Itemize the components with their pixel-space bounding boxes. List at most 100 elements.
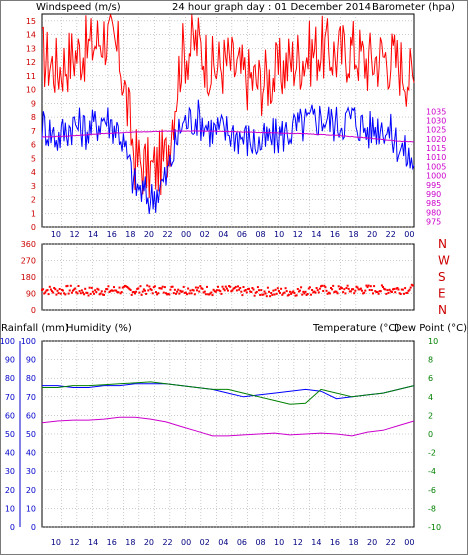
direction-point	[315, 287, 318, 289]
direction-point	[146, 284, 149, 287]
temp-y-tick-label-rain: 70	[5, 393, 15, 402]
direction-point	[161, 285, 164, 288]
direction-point	[268, 290, 270, 293]
direction-point	[105, 288, 108, 290]
direction-point	[253, 294, 256, 297]
direction-point	[173, 288, 176, 291]
direction-point	[357, 288, 360, 291]
direction-point	[42, 288, 45, 291]
direction-point	[407, 289, 410, 292]
direction-point	[46, 289, 49, 292]
direction-point	[153, 285, 156, 288]
direction-point	[222, 287, 225, 290]
direction-point	[356, 286, 359, 289]
direction-point	[156, 293, 159, 296]
direction-point	[91, 290, 94, 293]
direction-point	[157, 292, 160, 295]
direction-point	[141, 290, 144, 293]
direction-point	[283, 291, 286, 294]
direction-point	[284, 287, 287, 290]
direction-point	[119, 292, 122, 295]
direction-point	[160, 287, 163, 290]
direction-point	[68, 289, 71, 292]
direction-point	[190, 292, 193, 295]
direction-point	[310, 293, 312, 296]
direction-point	[408, 288, 411, 291]
direction-point	[392, 288, 394, 291]
baro-y-tick-label: 1005	[426, 162, 446, 171]
wind-x-tick-label: 10	[274, 230, 284, 239]
direction-point	[99, 292, 102, 295]
direction-point	[313, 290, 316, 293]
direction-point	[193, 293, 196, 296]
temp-x-tick-label: 10	[51, 538, 61, 547]
direction-point	[390, 291, 393, 293]
direction-point	[339, 286, 342, 289]
direction-point	[217, 285, 219, 288]
direction-point	[376, 291, 379, 294]
direction-point	[104, 290, 107, 293]
barometer-axis-title: Barometer (hpa)	[372, 2, 455, 13]
direction-point	[80, 289, 83, 292]
wind-x-tick-label: 18	[125, 230, 135, 239]
direction-point	[199, 285, 202, 288]
direction-point	[79, 292, 82, 295]
direction-point	[384, 288, 387, 291]
direction-point	[244, 289, 247, 291]
direction-point	[58, 288, 61, 290]
direction-point	[95, 291, 98, 294]
direction-point	[355, 285, 358, 288]
direction-point	[324, 286, 327, 289]
direction-point	[200, 287, 203, 290]
direction-point	[299, 289, 301, 292]
direction-point	[285, 290, 288, 293]
direction-point	[270, 292, 273, 294]
direction-point	[194, 286, 197, 289]
direction-point	[202, 291, 205, 294]
baro-y-tick-label: 1020	[426, 135, 446, 144]
direction-point	[48, 285, 51, 288]
temp-y-tick-label-rain: 80	[5, 374, 15, 383]
temp-x-tick-label: 18	[348, 538, 358, 547]
direction-point	[364, 289, 367, 292]
direction-point	[344, 292, 347, 295]
direction-point	[248, 287, 250, 290]
wind-x-tick-label: 16	[330, 230, 340, 239]
direction-point	[87, 294, 90, 297]
direction-point	[327, 291, 330, 294]
direction-point	[191, 288, 194, 291]
direction-point	[149, 288, 152, 290]
direction-point	[409, 286, 412, 289]
direction-point	[144, 289, 146, 292]
temp-y-tick-label: 50	[26, 430, 36, 439]
direction-point	[69, 284, 72, 287]
direction-point	[245, 291, 248, 294]
direction-point	[358, 288, 361, 291]
direction-point	[282, 292, 285, 295]
direction-point	[380, 284, 383, 287]
direction-point	[318, 287, 321, 290]
temp-y-tick-label-rain: 100	[0, 337, 15, 346]
direction-point	[346, 284, 349, 287]
direction-point	[206, 285, 208, 288]
direction-point	[375, 291, 378, 293]
direction-point	[85, 291, 88, 294]
direction-point	[228, 285, 231, 287]
direction-point	[176, 290, 179, 293]
direction-point	[233, 287, 236, 289]
direction-point	[44, 291, 47, 294]
direction-point	[354, 289, 357, 292]
direction-letter: W	[438, 254, 450, 268]
direction-point	[254, 291, 257, 294]
direction-point	[386, 289, 389, 292]
direction-point	[259, 293, 262, 296]
direction-point	[128, 288, 131, 291]
direction-point	[365, 284, 368, 287]
direction-point	[168, 293, 171, 296]
direction-point	[241, 294, 244, 297]
series-line-temp	[42, 381, 415, 405]
wind-x-tick-label: 10	[51, 230, 61, 239]
direction-point	[387, 291, 390, 294]
temp-y-tick-label: 80	[26, 374, 36, 383]
direction-point	[188, 292, 191, 295]
